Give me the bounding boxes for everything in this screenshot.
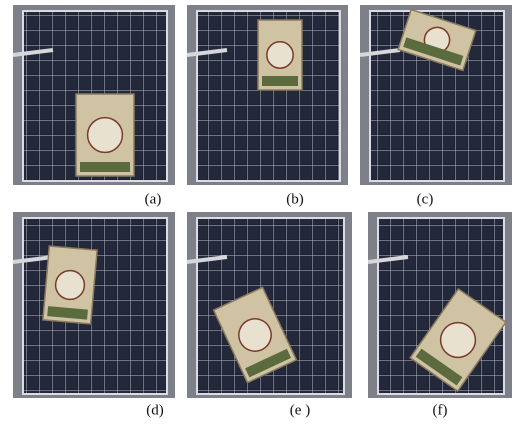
robot bbox=[258, 20, 302, 90]
photo bbox=[360, 5, 512, 185]
panel-label: (b) bbox=[286, 191, 304, 207]
panel-label: (c) bbox=[417, 191, 434, 207]
robot bbox=[76, 94, 134, 176]
figure: (a) (b) (c) (d) (e ) (f) bbox=[0, 0, 515, 425]
page: (a)(b)(c)(d)(e )(f) (() => { const data … bbox=[0, 0, 515, 425]
panel-label: (d) bbox=[146, 402, 164, 418]
panel-label: (f) bbox=[433, 402, 448, 418]
photo bbox=[13, 212, 175, 398]
robot-wheel-disc bbox=[88, 118, 123, 153]
robot-wheel-disc bbox=[267, 42, 293, 68]
robot-board bbox=[262, 76, 298, 86]
photo bbox=[187, 212, 352, 398]
panel-label: (e ) bbox=[290, 402, 310, 418]
panel-label: (a) bbox=[145, 191, 162, 207]
photo bbox=[187, 5, 348, 185]
robot bbox=[43, 246, 97, 324]
photo bbox=[13, 5, 175, 185]
photo bbox=[368, 212, 512, 398]
robot-board bbox=[80, 162, 130, 172]
